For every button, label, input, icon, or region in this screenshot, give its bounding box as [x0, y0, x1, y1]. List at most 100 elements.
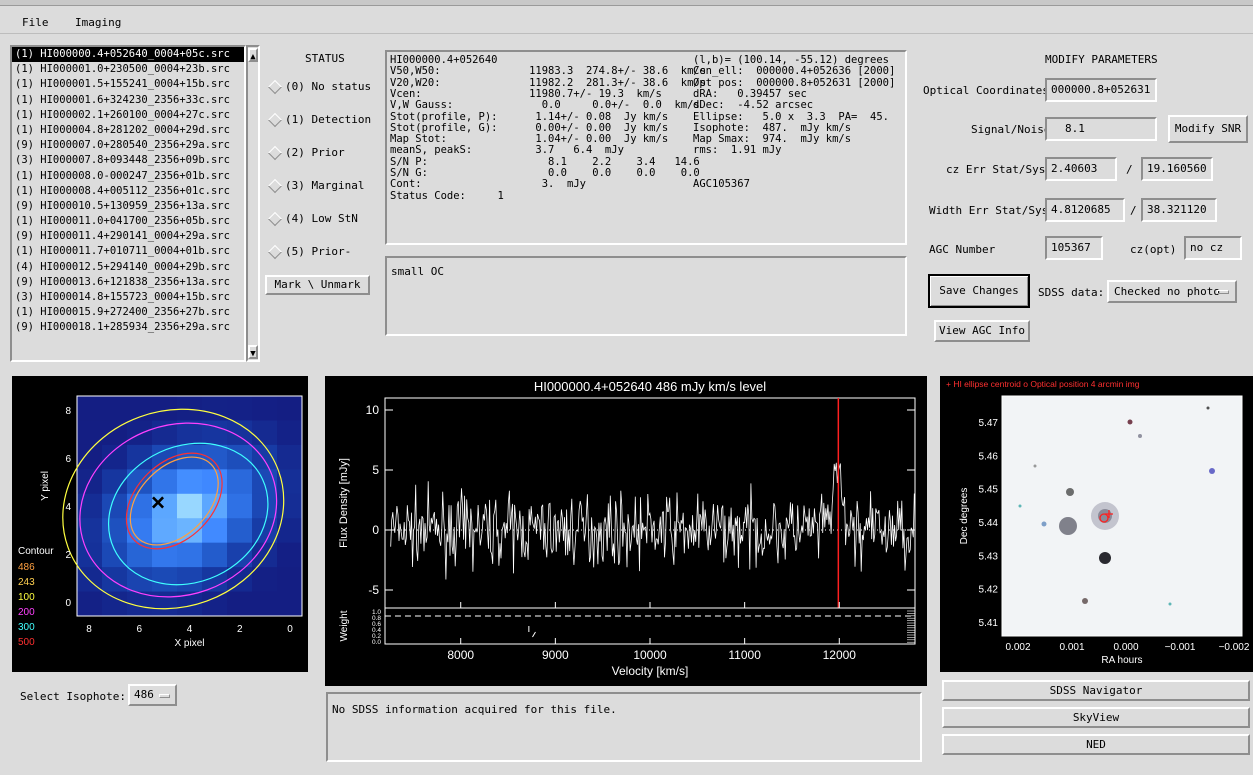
radio-diamond-icon[interactable] — [267, 145, 283, 161]
cz-opt-input[interactable]: no cz — [1184, 236, 1242, 260]
view-agc-info-button[interactable]: View AGC Info — [934, 320, 1030, 342]
legend-entry: 486 — [18, 562, 35, 573]
y-tick-label: 5 — [372, 463, 379, 477]
x-tick-label: 0 — [287, 624, 293, 635]
optical-header-legend: + HI ellipse centroid o Optical position… — [946, 379, 1140, 389]
contour-pixel — [202, 542, 228, 568]
file-list-item[interactable]: (3) HI000007.8+093448_2356+09b.src — [15, 154, 230, 167]
window-top-edge — [0, 0, 1253, 6]
contour-pixel — [227, 396, 253, 421]
nav-button-ned[interactable]: NED — [942, 734, 1250, 755]
contour-pixel — [252, 420, 278, 446]
file-list-item[interactable]: (1) HI000002.1+260100_0004+27c.src — [15, 108, 230, 121]
info-row: Map Smax: 974. mJy km/s — [693, 133, 852, 146]
file-list-item[interactable]: (9) HI000013.6+121838_2356+13a.src — [15, 275, 230, 288]
file-list-item[interactable]: (1) HI000001.6+324230_2356+33c.src — [15, 93, 230, 106]
source-file-list[interactable]: (1) HI000000.4+052640_0004+05c.src (1) HI… — [10, 45, 246, 362]
contour-pixel — [102, 518, 128, 544]
status-radio[interactable]: (3) Marginal — [267, 178, 364, 194]
info-row: Stot(profile, G): 0.00+/- 0.00 Jy km/s — [390, 121, 669, 134]
file-list-item[interactable]: (9) HI000011.4+290141_0004+29a.src — [15, 230, 230, 243]
y-tick-label: 5.46 — [979, 451, 999, 462]
contour-pixel — [202, 493, 228, 519]
x-tick-label: 8 — [86, 624, 92, 635]
width-err-sys-input[interactable]: 38.321120 — [1141, 198, 1217, 222]
file-list-item[interactable]: (1) HI000001.0+230500_0004+23b.src — [15, 63, 230, 76]
star — [1127, 419, 1133, 425]
agc-number-input[interactable]: 105367 — [1045, 236, 1103, 260]
file-list-item[interactable]: (1) HI000004.8+281202_0004+29d.src — [15, 123, 230, 136]
star — [1138, 434, 1142, 438]
x-axis-label: X pixel — [174, 638, 204, 649]
status-radio[interactable]: (2) Prior — [267, 145, 345, 161]
file-list-item[interactable]: (1) HI000015.9+272400_2356+27b.src — [15, 306, 230, 319]
spectrum-panel: HI000000.4+052640 486 mJy km/s level -5 0 5… — [325, 376, 927, 686]
y-axis-label: Dec degrees — [959, 488, 970, 545]
menu-imaging[interactable]: Imaging — [75, 16, 122, 29]
file-list-item[interactable]: (9) HI000007.0+280540_2356+29a.src — [15, 139, 230, 152]
signal-noise-input[interactable]: 8.1 — [1045, 117, 1157, 141]
save-changes-button[interactable]: Save Changes — [928, 274, 1030, 308]
status-radio[interactable]: (1) Detection — [267, 112, 371, 128]
file-list-item[interactable]: (1) HI000000.4+052640_0004+05c.src — [12, 47, 244, 63]
file-list-item[interactable]: (9) HI000010.5+130959_2356+13a.src — [15, 199, 230, 212]
contour-pixel — [127, 420, 153, 446]
nav-button-sdss-navigator[interactable]: SDSS Navigator — [942, 680, 1250, 701]
radio-diamond-icon[interactable] — [267, 244, 283, 260]
file-list-item[interactable]: (1) HI000008.4+005112_2356+01c.src — [15, 184, 230, 197]
contour-pixel — [277, 469, 303, 495]
scroll-down-icon[interactable]: ▼ — [248, 345, 258, 359]
menu-file[interactable]: File — [22, 16, 49, 29]
width-err-stat-input[interactable]: 4.8120685 — [1045, 198, 1125, 222]
x-tick-label: 4 — [187, 624, 193, 635]
y-tick-label: 5.43 — [979, 551, 999, 562]
contour-pixel — [252, 469, 278, 495]
modify-snr-button[interactable]: Modify SNR — [1168, 115, 1248, 143]
file-list-item[interactable]: (1) HI000011.0+041700_2356+05b.src — [15, 215, 230, 228]
contour-pixel — [202, 444, 228, 470]
contour-pixel — [227, 591, 253, 617]
file-list-item[interactable]: (3) HI000014.8+155723_0004+15b.src — [15, 291, 230, 303]
contour-pixel — [152, 542, 178, 568]
info-row: Status Code: 1 — [390, 189, 504, 202]
star — [1033, 464, 1037, 468]
radio-diamond-icon[interactable] — [267, 79, 283, 95]
radio-diamond-icon[interactable] — [267, 211, 283, 227]
x-tick-label: −0.002 — [1219, 642, 1250, 653]
file-list-item[interactable]: (1) HI000008.0-000247_2356+01b.src — [15, 169, 230, 182]
comment-textarea[interactable]: small OC — [385, 256, 907, 336]
nav-button-skyview[interactable]: SkyView — [942, 707, 1250, 728]
contour-pixel — [177, 420, 203, 446]
optical-coordinates-input[interactable]: 000000.8+052631 — [1045, 78, 1157, 102]
file-list-item[interactable]: (4) HI000012.5+294140_0004+29b.src — [15, 260, 230, 273]
optical-coordinates-label: Optical Coordinates — [923, 84, 1049, 97]
status-radio[interactable]: (0) No status — [267, 79, 371, 95]
y-tick-label: 5.45 — [979, 485, 999, 496]
status-radio[interactable]: (4) Low StN — [267, 211, 358, 227]
cz-err-stat-input[interactable]: 2.40603 — [1045, 157, 1117, 181]
isophote-dropdown[interactable]: 486 — [128, 684, 177, 706]
y-tick-label: 6 — [65, 454, 71, 465]
radio-diamond-icon[interactable] — [267, 112, 283, 128]
radio-diamond-icon[interactable] — [267, 178, 283, 194]
status-radio-label: (4) Low StN — [285, 212, 358, 225]
status-radio[interactable]: (5) Prior- — [267, 244, 351, 260]
contour-plot: × 8 6 4 2 0 8 6 4 2 0 X pixel Y pixel Contour 486 243 10… — [18, 395, 303, 649]
file-list-scrollbar[interactable]: ▲ ▼ — [246, 45, 260, 362]
file-list-item[interactable]: (9) HI000018.1+285934_2356+29a.src — [15, 321, 230, 334]
cz-err-sys-input[interactable]: 19.160560 — [1141, 157, 1213, 181]
contour-pixel — [252, 567, 278, 593]
star — [1206, 406, 1210, 410]
scroll-up-icon[interactable]: ▲ — [248, 48, 258, 62]
info-row: rms: 1.91 mJy — [693, 144, 782, 157]
contour-line — [79, 422, 278, 598]
x-tick-label: 9000 — [542, 648, 569, 662]
legend-entry: 200 — [18, 607, 35, 618]
star — [1066, 488, 1074, 496]
y-tick-label: 4 — [65, 502, 71, 513]
file-list-item[interactable]: (1) HI000011.7+010711_0004+01b.src — [15, 245, 230, 258]
sdss-data-dropdown[interactable]: Checked no photo — [1107, 280, 1237, 303]
file-list-item[interactable]: (1) HI000001.5+155241_0004+15b.src — [15, 78, 230, 91]
contour-pixel — [102, 396, 128, 421]
mark-unmark-button[interactable]: Mark \ Unmark — [265, 275, 370, 295]
